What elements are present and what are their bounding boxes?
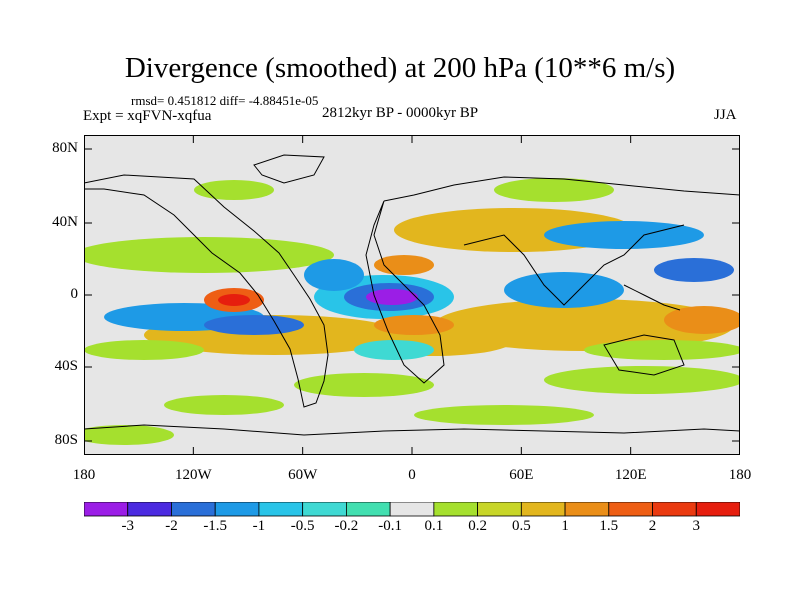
colorbar-label: -1.5 [203, 518, 228, 534]
lon-tick-label: 180 [728, 467, 752, 483]
lon-tick-label: 120E [614, 467, 647, 483]
rmsd-diff-stats: rmsd= 0.451812 diff= -4.88451e-05 [131, 93, 319, 108]
divergence-map [84, 135, 740, 455]
experiment-label: Expt = xqFVN-xqfua [83, 108, 212, 124]
season-label: JJA [714, 107, 737, 123]
colorbar-label: 1.5 [599, 518, 619, 534]
lon-tick-label: 0 [408, 467, 416, 483]
colorbar-box [84, 502, 129, 517]
lat-tick-label: 40N [52, 214, 78, 230]
axis-ticks [84, 135, 740, 455]
colorbar-box [564, 502, 610, 517]
colorbar-box [389, 502, 435, 517]
lat-tick-label: 0 [70, 286, 79, 302]
colorbar-box [214, 502, 260, 517]
time-period-label: 2812kyr BP - 0000kyr BP [322, 105, 479, 121]
colorbar-box [302, 502, 347, 517]
colorbar [84, 502, 740, 517]
coastlines [84, 154, 740, 436]
colorbar-label: -1 [252, 518, 266, 534]
lon-tick-label: 120W [174, 467, 212, 483]
colorbar-box [127, 502, 172, 517]
colorbar-label: 2 [648, 518, 657, 534]
lon-tick-label: 180 [72, 467, 96, 483]
colorbar-label: -3 [121, 518, 134, 534]
plot-title: Divergence (smoothed) at 200 hPa (10**6 … [124, 52, 676, 84]
colorbar-label: 1 [561, 518, 569, 534]
lon-tick-label: 60E [509, 467, 534, 483]
colorbar-box [258, 502, 304, 517]
colorbar-label: -2 [165, 518, 178, 534]
colorbar-label: 3 [692, 518, 701, 534]
lon-tick-label: 60W [288, 467, 318, 483]
colorbar-box [171, 502, 216, 517]
colorbar-label: -0.2 [334, 518, 359, 534]
lat-tick-label: 80S [54, 432, 78, 448]
colorbar-box [652, 502, 697, 517]
lat-tick-label: 80N [52, 140, 78, 156]
colorbar-label: 0.1 [424, 518, 444, 534]
colorbar-label: -0.5 [290, 518, 315, 534]
lat-tick-label: 40S [54, 358, 78, 374]
colorbar-label: 0.5 [511, 518, 531, 534]
colorbar-label: 0.2 [468, 518, 487, 534]
colorbar-label: -0.1 [378, 518, 402, 534]
colorbar-box [608, 502, 653, 517]
colorbar-box [695, 502, 740, 517]
colorbar-box [345, 502, 391, 517]
colorbar-box [520, 502, 566, 517]
colorbar-box [433, 502, 479, 517]
colorbar-box [477, 502, 522, 517]
